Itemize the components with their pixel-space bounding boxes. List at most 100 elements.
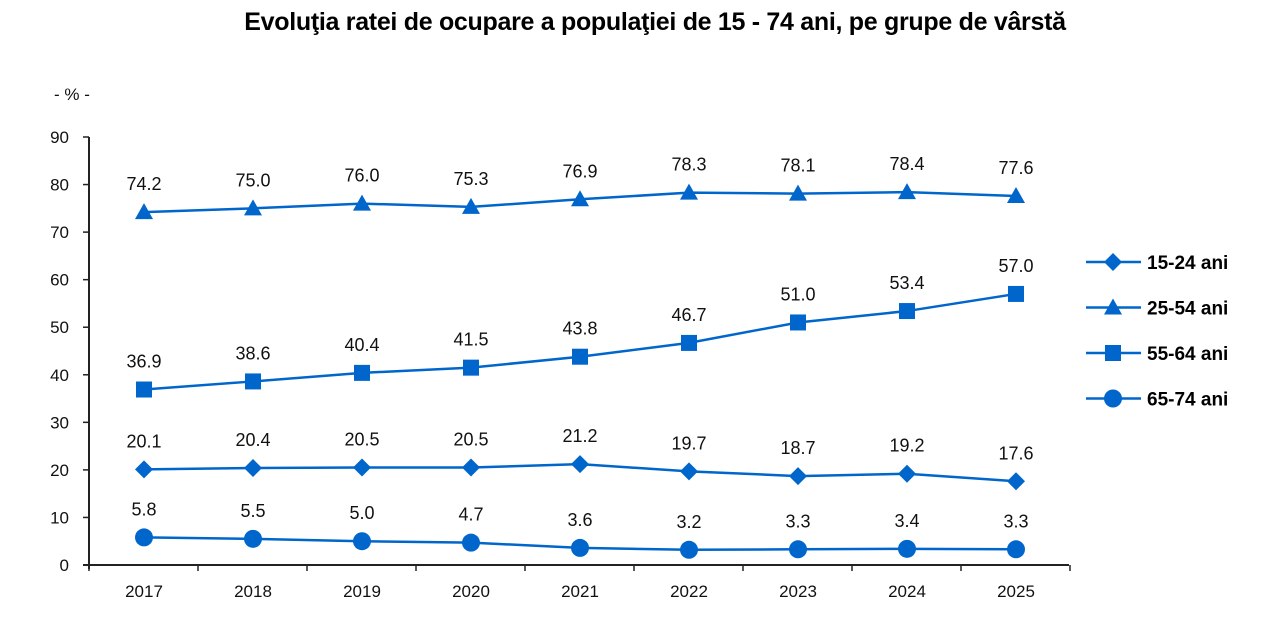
x-tick-label: 2018 [234, 582, 272, 601]
y-tick-label: 10 [50, 508, 69, 527]
data-label: 20.5 [344, 430, 379, 450]
data-point-diamond [135, 460, 153, 479]
y-tick-label: 30 [50, 413, 69, 432]
data-point-triangle [1007, 186, 1025, 203]
data-label: 20.4 [235, 430, 270, 450]
data-point-triangle [244, 199, 262, 216]
data-label: 43.8 [562, 319, 597, 339]
data-label: 75.0 [235, 170, 270, 190]
data-point-square [572, 348, 588, 365]
data-point-square [354, 364, 370, 381]
data-label: 5.5 [240, 501, 265, 521]
data-label: 21.2 [562, 426, 597, 446]
data-label: 46.7 [671, 305, 706, 325]
legend-label: 65-74 ani [1147, 390, 1228, 411]
series-65-74-ani: 5.8 5.5 5.0 4.7 3.6 3.2 3.3 3.4 3.3 [131, 499, 1029, 559]
legend-label: 55-64 ani [1147, 344, 1228, 365]
legend-diamond-icon [1104, 253, 1122, 271]
data-point-diamond [789, 467, 807, 486]
y-tick-label: 40 [50, 366, 69, 385]
series-layer: 20.1 20.4 20.5 20.5 21.2 19.7 18.7 19.2 17.6 74.2… [126, 154, 1034, 559]
data-point-square [136, 381, 152, 398]
data-point-square [790, 314, 806, 331]
data-point-diamond [462, 458, 480, 477]
series-25-54-ani: 74.2 75.0 76.0 75.3 76.9 78.3 78.1 78.4 77.6 [126, 154, 1034, 220]
data-point-circle [789, 540, 807, 559]
legend-item: 65-74 ani [1086, 389, 1228, 411]
data-label: 19.2 [889, 436, 924, 456]
data-point-circle [462, 533, 480, 552]
legend-item: 55-64 ani [1086, 344, 1228, 365]
data-point-triangle [789, 184, 807, 201]
y-tick-label: 60 [50, 271, 69, 290]
x-tick-label: 2017 [125, 582, 163, 601]
data-label: 17.6 [998, 443, 1033, 463]
data-label: 76.9 [562, 161, 597, 181]
data-label: 36.9 [126, 352, 161, 372]
data-label: 76.0 [344, 166, 379, 186]
data-label: 51.0 [780, 284, 815, 304]
data-point-circle [571, 538, 589, 557]
y-tick-label: 20 [50, 461, 69, 480]
series-55-64-ani: 36.9 38.6 40.4 41.5 43.8 46.7 51.0 53.4 57.0 [126, 256, 1034, 398]
legend-triangle-icon [1104, 298, 1122, 315]
data-label: 41.5 [453, 330, 488, 350]
data-point-square [899, 303, 915, 320]
data-label: 53.4 [889, 273, 924, 293]
data-label: 5.0 [349, 503, 374, 523]
data-label: 38.6 [235, 343, 270, 363]
data-label: 3.3 [785, 511, 810, 531]
legend-square-icon [1105, 345, 1121, 361]
x-tick-label: 2023 [779, 582, 817, 601]
legend: 15-24 ani 25-54 ani 55-64 ani 65-74 ani [1086, 253, 1228, 411]
data-label: 78.4 [889, 154, 924, 174]
data-point-circle [135, 528, 153, 547]
data-point-circle [898, 539, 916, 558]
data-label: 3.6 [567, 510, 592, 530]
y-tick-label: 50 [50, 318, 69, 337]
data-label: 3.4 [894, 511, 919, 531]
data-label: 3.2 [676, 512, 701, 532]
y-axis-unit-label: - % - [54, 85, 90, 104]
data-point-square [681, 334, 697, 351]
data-label: 18.7 [780, 438, 815, 458]
y-tick-label: 0 [60, 556, 69, 575]
data-label: 77.6 [998, 158, 1033, 178]
x-tick-label: 2020 [452, 582, 490, 601]
data-point-diamond [1007, 472, 1025, 491]
data-point-diamond [353, 458, 371, 477]
x-tick-label: 2022 [670, 582, 708, 601]
data-point-diamond [244, 458, 262, 477]
data-point-square [245, 373, 261, 390]
y-tick-label: 90 [50, 128, 69, 147]
data-label: 40.4 [344, 335, 379, 355]
legend-circle-icon [1104, 389, 1122, 408]
data-point-triangle [135, 203, 153, 220]
data-label: 78.1 [780, 156, 815, 176]
legend-label: 15-24 ani [1147, 253, 1228, 274]
data-label: 57.0 [998, 256, 1033, 276]
data-point-circle [680, 540, 698, 559]
data-label: 3.3 [1003, 511, 1028, 531]
data-label: 5.8 [131, 499, 156, 519]
data-point-diamond [898, 464, 916, 483]
data-point-triangle [571, 190, 589, 207]
data-label: 74.2 [126, 174, 161, 194]
x-tick-label: 2024 [888, 582, 926, 601]
x-tick-label: 2025 [997, 582, 1035, 601]
data-point-triangle [353, 194, 371, 211]
data-point-diamond [680, 462, 698, 481]
data-point-triangle [680, 183, 698, 200]
data-point-circle [353, 532, 371, 551]
legend-item: 15-24 ani [1086, 253, 1228, 274]
axes: 0 10 20 30 40 50 60 70 80 90 2017 2018 2019 2020 2021 2… [50, 128, 1071, 601]
data-label: 4.7 [458, 505, 483, 525]
legend-label: 25-54 ani [1147, 299, 1228, 320]
data-point-square [1008, 285, 1024, 302]
y-tick-label: 70 [50, 223, 69, 242]
x-tick-label: 2021 [561, 582, 599, 601]
data-point-triangle [462, 197, 480, 214]
data-point-triangle [898, 183, 916, 200]
data-label: 75.3 [453, 169, 488, 189]
data-label: 20.1 [126, 431, 161, 451]
